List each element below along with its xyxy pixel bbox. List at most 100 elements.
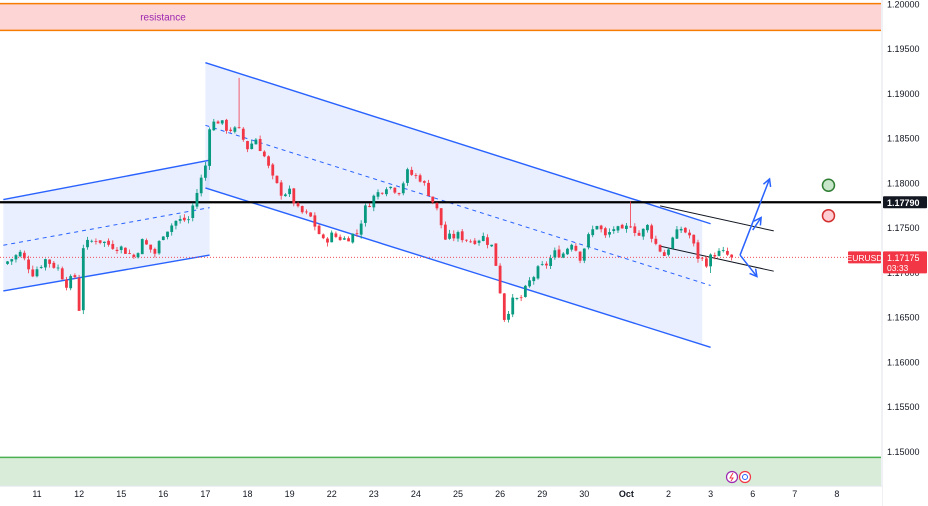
candle [523, 284, 527, 298]
time-tick-label: 19 [285, 489, 295, 499]
candle-body [561, 253, 565, 258]
candle [599, 224, 603, 233]
candle-body [355, 233, 359, 235]
candle [460, 229, 464, 243]
candle [35, 266, 39, 278]
candle [502, 293, 506, 322]
candle [587, 232, 590, 250]
candle-body [456, 232, 460, 239]
candle [490, 244, 494, 247]
candle-body [578, 251, 582, 261]
candle-body [229, 129, 233, 131]
candle [545, 261, 548, 269]
price-tick-label: 1.18500 [887, 134, 920, 144]
candle-body [671, 237, 675, 249]
candle [704, 256, 708, 268]
candle [553, 247, 557, 260]
candle [132, 253, 136, 259]
candle [10, 258, 14, 265]
time-tick-label: 3 [708, 489, 713, 499]
candle [448, 229, 451, 240]
candle-body [603, 228, 607, 236]
candle [620, 223, 624, 229]
candle-body [6, 261, 9, 264]
candle [170, 223, 174, 236]
candle [241, 127, 245, 142]
candle [292, 187, 296, 207]
candle-body [283, 194, 287, 197]
candle-body [170, 225, 174, 232]
candle [481, 232, 485, 242]
candle [187, 216, 190, 224]
price-axis[interactable]: 1.20000 1.19500 1.19000 1.18500 1.18000 1.175… [847, 0, 928, 506]
arrow-retest-up-shaft [752, 217, 762, 231]
candle [250, 139, 254, 150]
candle [102, 241, 106, 247]
event-flag-glyph [742, 474, 748, 480]
candle [6, 260, 9, 265]
arrow-breakdown-head [749, 268, 758, 278]
time-axis[interactable]: 11 12 15 16 17 18 19 22 23 24 25 26 29 30 Oct 2 3 6 7 8 [0, 470, 882, 506]
candle-body [418, 175, 422, 182]
candle-body [309, 212, 313, 217]
candle-body [570, 244, 574, 250]
candle [246, 140, 249, 153]
candle [582, 248, 586, 264]
candle-body [646, 224, 649, 231]
candle [191, 202, 195, 222]
candle-body [667, 249, 670, 255]
candle [439, 208, 443, 229]
candle-body [300, 206, 304, 213]
candle-body [515, 298, 519, 299]
candle-body [385, 189, 388, 195]
candle [376, 189, 380, 200]
channel-falling-median [205, 124, 711, 286]
candle-body [14, 255, 18, 260]
candle [629, 201, 633, 228]
candle [65, 276, 68, 291]
candle-body [528, 280, 531, 287]
candle-body [536, 266, 540, 279]
candle [128, 249, 132, 255]
last-price-badge-bg [883, 251, 927, 274]
candle-body [241, 128, 245, 140]
candle [679, 226, 683, 233]
candle-body [56, 267, 60, 269]
candle [566, 247, 569, 255]
candle [536, 264, 540, 280]
candle [498, 263, 502, 294]
candle [561, 252, 565, 259]
candle [317, 223, 321, 235]
candle [557, 245, 561, 258]
candle-body [52, 262, 56, 268]
candle [469, 239, 473, 243]
candle [368, 203, 371, 208]
candle-body [616, 226, 620, 231]
candle [667, 248, 670, 257]
candle [363, 203, 367, 227]
price-tick-label: 1.15000 [887, 447, 920, 457]
time-tick-label: 8 [834, 489, 839, 499]
candle-body [102, 241, 106, 244]
candle [216, 120, 220, 124]
candle-body [435, 202, 439, 209]
candle [321, 233, 325, 240]
candle-body [439, 208, 443, 226]
candle [549, 254, 553, 269]
candle [225, 118, 228, 134]
candle [591, 225, 595, 238]
channel-falling-lower [205, 187, 711, 348]
channel-flag-lower [659, 245, 774, 272]
candle-body [494, 243, 498, 266]
time-tick-label: 11 [32, 489, 41, 499]
time-tick-label: 24 [411, 489, 421, 499]
candle [717, 248, 721, 257]
candle [494, 243, 498, 266]
time-tick-label: 12 [74, 489, 84, 499]
candle [692, 234, 696, 247]
channel-falling-upper [205, 61, 711, 225]
candle [528, 277, 531, 288]
candle [595, 225, 599, 230]
candle-body [35, 269, 39, 277]
